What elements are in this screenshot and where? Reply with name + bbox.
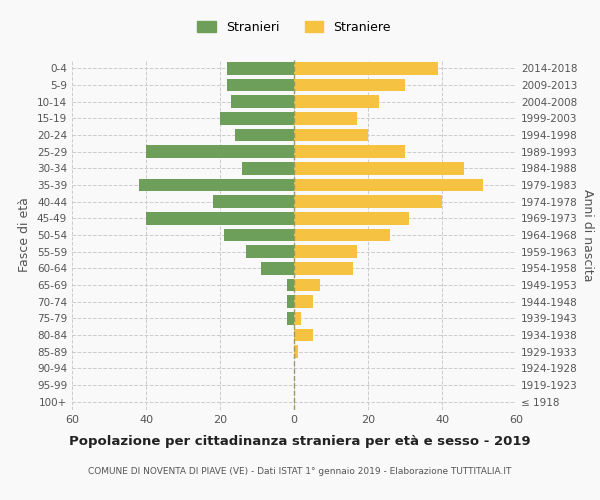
Bar [146, 212, 294, 224]
Bar [294, 112, 357, 124]
Bar [220, 112, 294, 124]
Bar [242, 162, 294, 174]
Text: COMUNE DI NOVENTA DI PIAVE (VE) - Dati ISTAT 1° gennaio 2019 - Elaborazione TUTT: COMUNE DI NOVENTA DI PIAVE (VE) - Dati I… [88, 468, 512, 476]
Legend: Stranieri, Straniere: Stranieri, Straniere [197, 21, 391, 34]
Bar [294, 179, 483, 192]
Bar [294, 79, 405, 92]
Text: Popolazione per cittadinanza straniera per età e sesso - 2019: Popolazione per cittadinanza straniera p… [69, 435, 531, 448]
Bar [287, 296, 294, 308]
Bar [227, 62, 294, 74]
Bar [287, 312, 294, 324]
Bar [294, 246, 357, 258]
Bar [294, 229, 390, 241]
Bar [294, 62, 439, 74]
Bar [227, 79, 294, 92]
Y-axis label: Anni di nascita: Anni di nascita [581, 188, 594, 281]
Bar [294, 129, 368, 141]
Bar [294, 146, 405, 158]
Bar [294, 279, 320, 291]
Bar [231, 96, 294, 108]
Bar [146, 146, 294, 158]
Bar [294, 96, 379, 108]
Bar [224, 229, 294, 241]
Bar [212, 196, 294, 208]
Bar [294, 162, 464, 174]
Bar [235, 129, 294, 141]
Bar [294, 329, 313, 341]
Y-axis label: Fasce di età: Fasce di età [19, 198, 31, 272]
Bar [261, 262, 294, 274]
Bar [294, 296, 313, 308]
Bar [139, 179, 294, 192]
Bar [294, 212, 409, 224]
Bar [246, 246, 294, 258]
Bar [294, 346, 298, 358]
Bar [294, 196, 442, 208]
Bar [294, 312, 301, 324]
Bar [294, 262, 353, 274]
Bar [287, 279, 294, 291]
